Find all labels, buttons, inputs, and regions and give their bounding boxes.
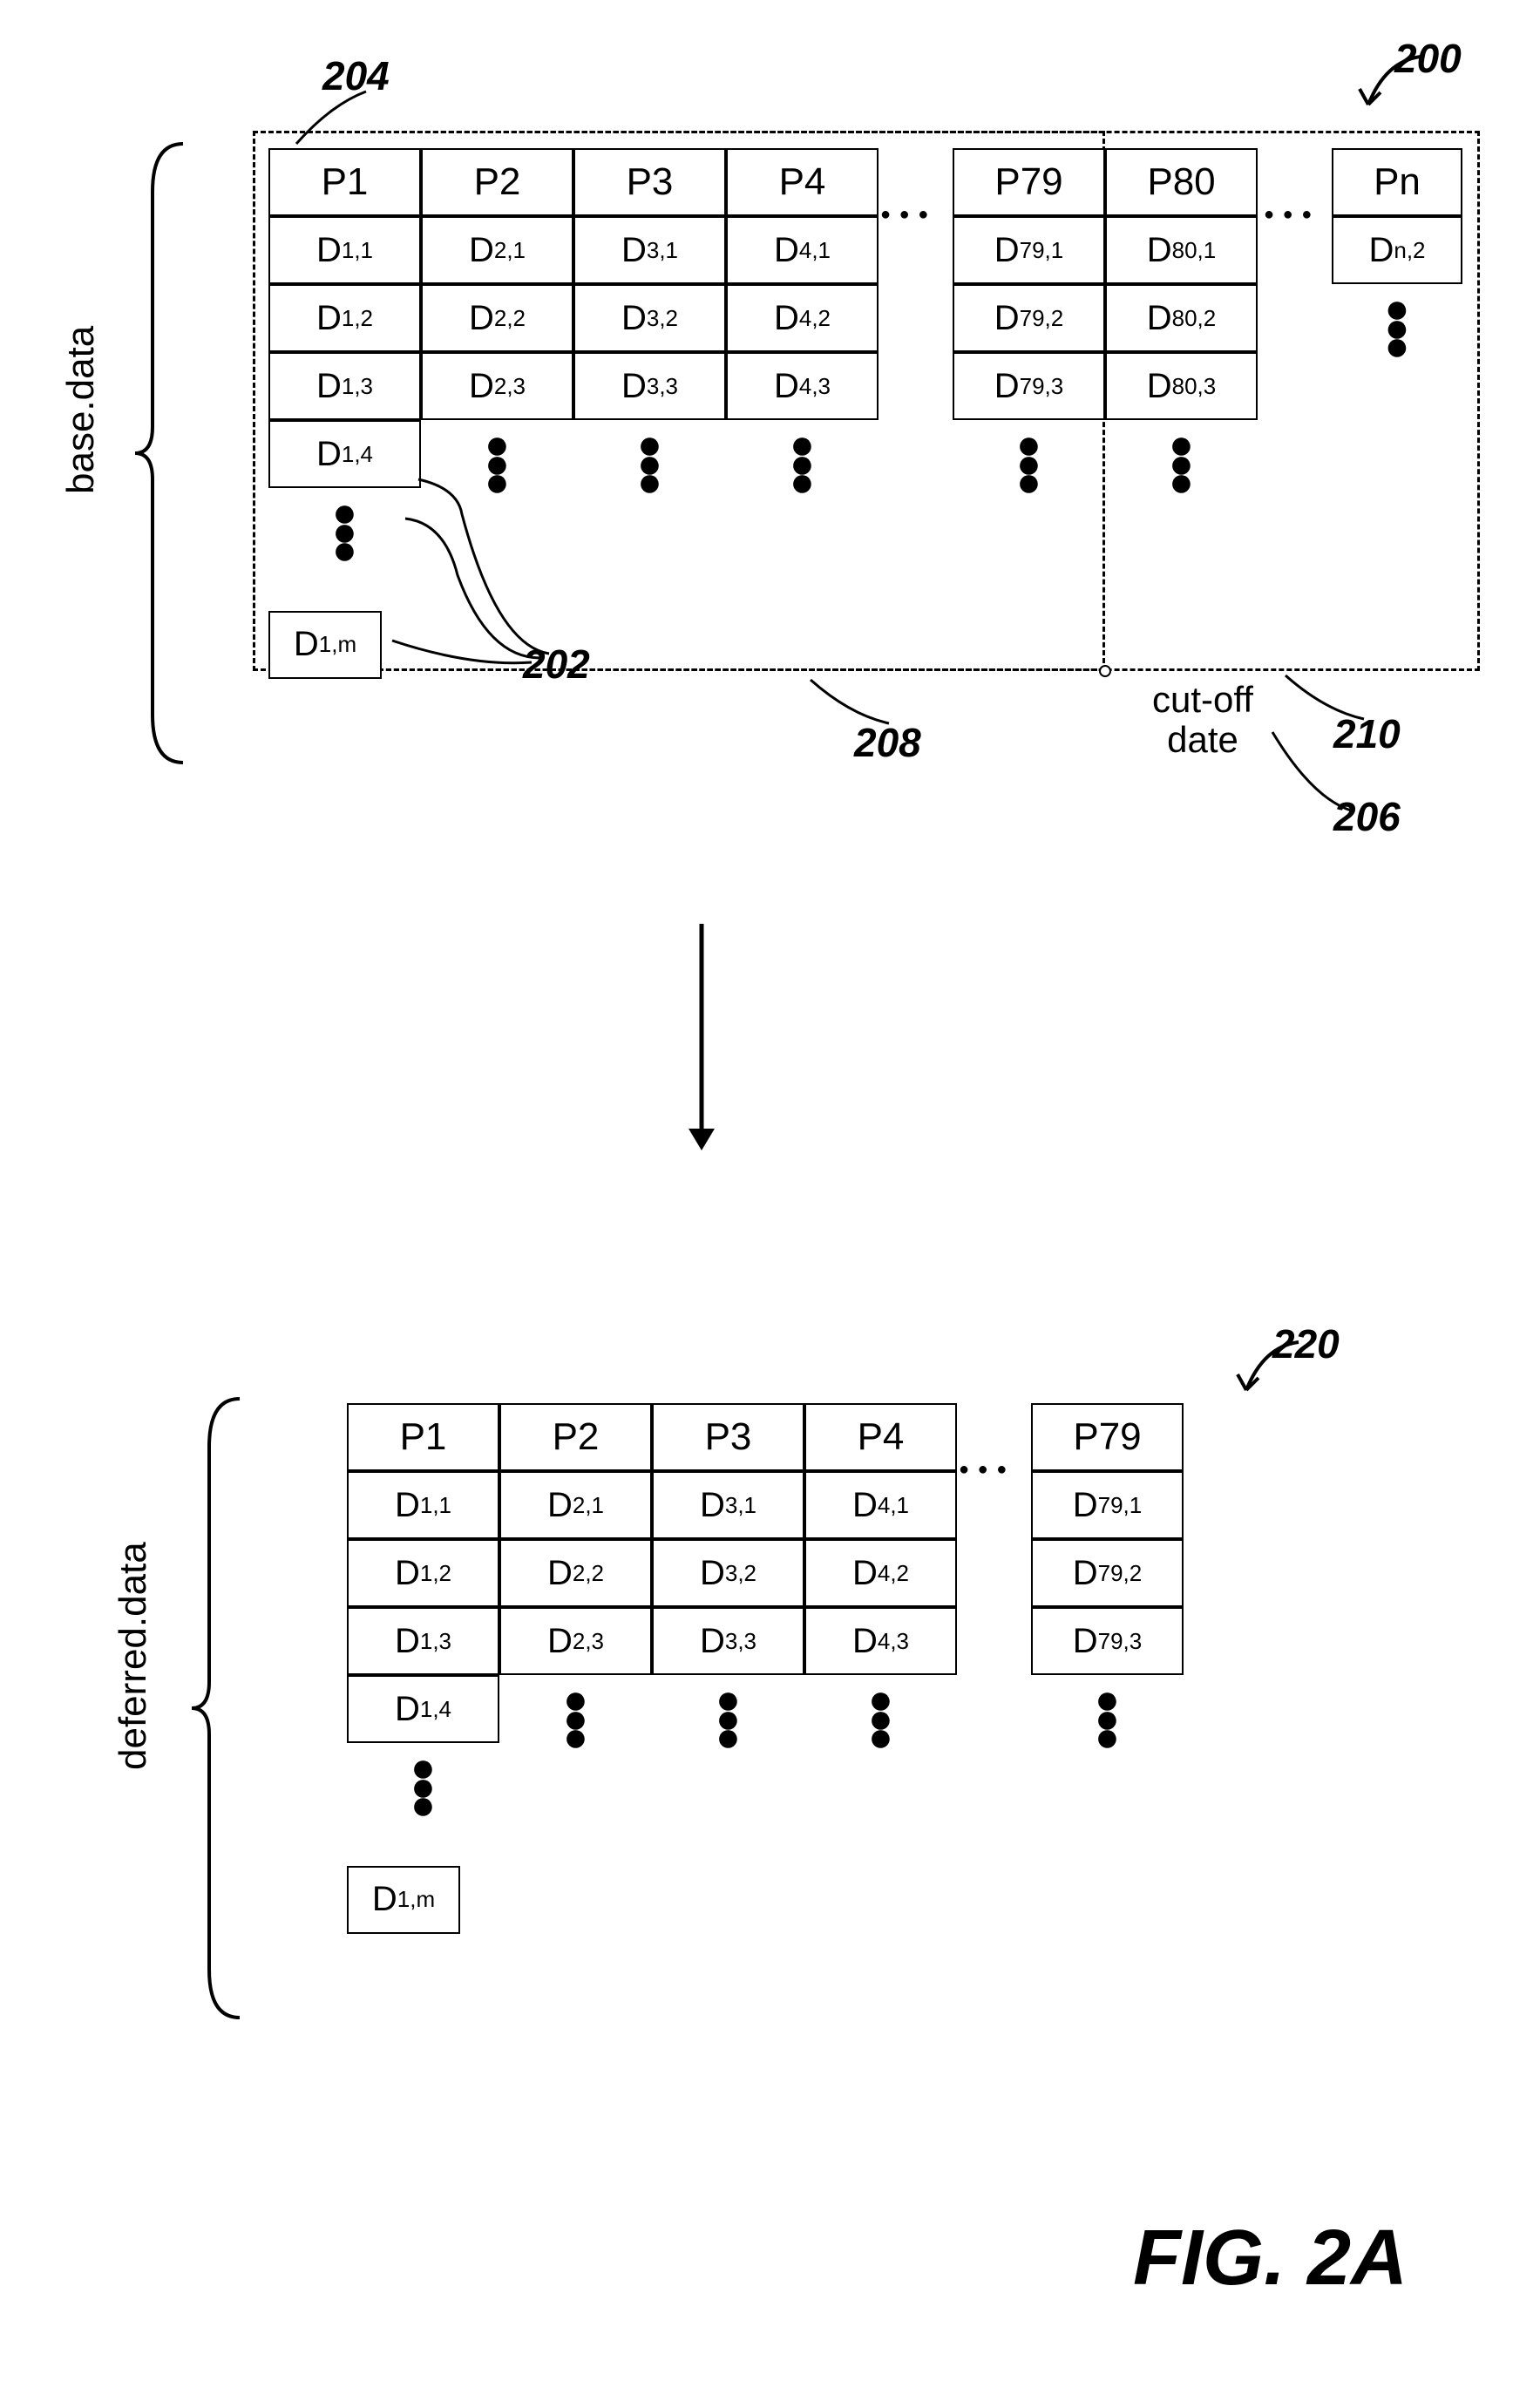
data-column: P80D80,1D80,2D80,3●●●: [1105, 148, 1258, 508]
vertical-ellipsis: ●●●: [1105, 420, 1258, 508]
data-cell: D2,2: [499, 1539, 652, 1607]
data-cell: D79,2: [1031, 1539, 1184, 1607]
vertical-ellipsis: ●●●: [573, 420, 726, 508]
base-data-label: base.data: [59, 296, 103, 523]
cutoff-marker: [1099, 665, 1111, 677]
column-header: P3: [573, 148, 726, 216]
horizontal-ellipsis: ● ● ●: [959, 1460, 1008, 1480]
data-cell: D1,2: [347, 1539, 499, 1607]
cutoff-label: cut-offdate: [1133, 680, 1272, 760]
column-header: P79: [1031, 1403, 1184, 1471]
data-cell: D79,1: [1031, 1471, 1184, 1539]
vertical-ellipsis: ●●●: [726, 420, 879, 508]
data-column: P3D3,1D3,2D3,3●●●: [573, 148, 726, 508]
data-cell: D2,1: [421, 216, 573, 284]
data-cell: D3,1: [573, 216, 726, 284]
data-cell: Dn,2: [1332, 216, 1462, 284]
data-cell: D1,1: [268, 216, 421, 284]
data-cell: D4,3: [804, 1607, 957, 1675]
brace-bottom: [187, 1394, 248, 2022]
leader-202: [357, 471, 584, 671]
horizontal-ellipsis: ● ● ●: [1264, 205, 1313, 225]
data-cell: D2,3: [421, 352, 573, 420]
data-cell: D1,3: [347, 1607, 499, 1675]
data-cell: D3,3: [652, 1607, 804, 1675]
data-cell: D3,3: [573, 352, 726, 420]
vertical-ellipsis: ●●●: [347, 1743, 499, 1831]
vertical-ellipsis: ●●●: [804, 1675, 957, 1763]
data-cell: D3,1: [652, 1471, 804, 1539]
column-header: P4: [804, 1403, 957, 1471]
column-header: P79: [953, 148, 1105, 216]
figure-2a: base.data P1D1,1D1,2D1,3D1,4●●●D1,mP2D2,…: [35, 35, 1505, 2373]
column-header: P3: [652, 1403, 804, 1471]
data-column: P3D3,1D3,2D3,3●●●: [652, 1403, 804, 1763]
column-header: P1: [347, 1403, 499, 1471]
vertical-ellipsis: ●●●: [953, 420, 1105, 508]
data-cell: D1,1: [347, 1471, 499, 1539]
data-column: P79D79,1D79,2D79,3●●●: [1031, 1403, 1184, 1763]
column-header: P1: [268, 148, 421, 216]
data-cell: D80,3: [1105, 352, 1258, 420]
vertical-ellipsis: ●●●: [652, 1675, 804, 1763]
down-arrow: [680, 924, 723, 1150]
data-cell: D4,1: [726, 216, 879, 284]
data-cell: D4,2: [804, 1539, 957, 1607]
data-column: P2D2,1D2,2D2,3●●●: [421, 148, 573, 508]
data-column: P4D4,1D4,2D4,3●●●: [726, 148, 879, 508]
hook-200: [1351, 44, 1429, 122]
vertical-ellipsis: ●●●: [1332, 284, 1462, 372]
data-cell: D79,1: [953, 216, 1105, 284]
figure-label: FIG. 2A: [1133, 2214, 1408, 2303]
leader-208: [802, 675, 898, 736]
data-column: P4D4,1D4,2D4,3●●●: [804, 1403, 957, 1763]
data-cell: D2,3: [499, 1607, 652, 1675]
data-cell: D4,1: [804, 1471, 957, 1539]
hook-220: [1229, 1329, 1307, 1407]
data-cell: D1,2: [268, 284, 421, 352]
column-header: P4: [726, 148, 879, 216]
data-cell: D3,2: [652, 1539, 804, 1607]
data-cell: D79,2: [953, 284, 1105, 352]
column-header: Pn: [1332, 148, 1462, 216]
leader-206: [1264, 723, 1368, 819]
data-cell: D79,3: [1031, 1607, 1184, 1675]
deferred-data-label: deferred.data: [112, 1516, 155, 1795]
data-cell: D2,1: [499, 1471, 652, 1539]
data-cell: D80,2: [1105, 284, 1258, 352]
column-header: P2: [499, 1403, 652, 1471]
leader-210: [1277, 671, 1373, 728]
data-cell: D1,3: [268, 352, 421, 420]
data-cell: D79,3: [953, 352, 1105, 420]
data-cell: D4,2: [726, 284, 879, 352]
column-header: P2: [421, 148, 573, 216]
data-cell: D1,m: [347, 1866, 460, 1934]
horizontal-ellipsis: ● ● ●: [880, 205, 930, 225]
data-column: PnDn,2●●●: [1332, 148, 1462, 372]
vertical-ellipsis: ●●●: [499, 1675, 652, 1763]
data-cell: D4,3: [726, 352, 879, 420]
brace-top: [131, 139, 192, 767]
vertical-ellipsis: ●●●: [1031, 1675, 1184, 1763]
data-column: P79D79,1D79,2D79,3●●●: [953, 148, 1105, 508]
leader-204: [288, 87, 392, 148]
data-cell: D80,1: [1105, 216, 1258, 284]
data-cell: D3,2: [573, 284, 726, 352]
data-cell: D2,2: [421, 284, 573, 352]
column-header: P80: [1105, 148, 1258, 216]
data-cell: D1,4: [347, 1675, 499, 1743]
data-column: P1D1,1D1,2D1,3D1,4●●● D1,m: [347, 1403, 499, 1934]
data-column: P2D2,1D2,2D2,3●●●: [499, 1403, 652, 1763]
